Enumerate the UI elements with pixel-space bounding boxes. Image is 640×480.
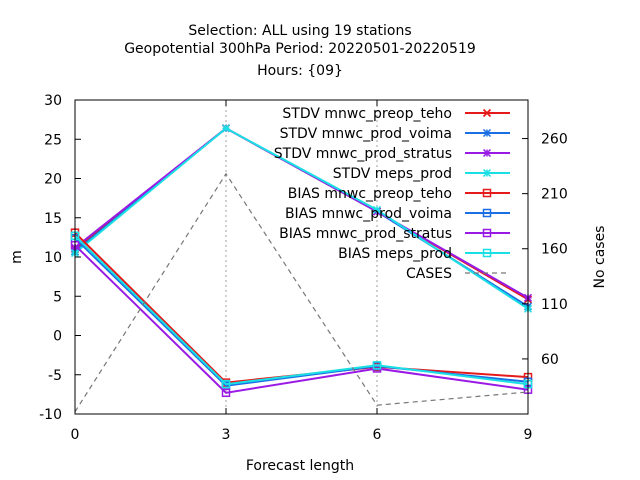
legend-item: BIAS meps_prod <box>338 246 510 262</box>
legend-marker <box>482 188 492 198</box>
y-tick-label: -5 <box>48 368 62 384</box>
y-axis-label: m <box>9 250 25 264</box>
y-tick-label: 20 <box>44 172 62 188</box>
legend-marker <box>482 128 492 138</box>
y2-axis-label: No cases <box>592 226 608 289</box>
title-line-3: Hours: {09} <box>257 63 343 79</box>
legend-item: STDV meps_prod <box>333 166 510 182</box>
y-tick-label: 25 <box>44 132 62 148</box>
y-tick-label: 10 <box>44 250 62 266</box>
y-tick-label: 30 <box>44 93 62 109</box>
y-tick-label: -10 <box>39 407 62 423</box>
series-layer <box>70 124 533 413</box>
plot-frame <box>74 99 529 415</box>
y2-axis-ticks: 60 110 160 210 260 <box>522 132 568 368</box>
title-line-1: Selection: ALL using 19 stations <box>188 23 411 39</box>
title-line-2: Geopotential 300hPa Period: 20220501-202… <box>124 41 476 57</box>
legend-item: STDV mnwc_prod_voima <box>280 126 510 142</box>
y2-tick-label: 110 <box>541 297 568 313</box>
legend-marker <box>482 168 492 178</box>
legend-item: STDV mnwc_prod_stratus <box>274 146 510 162</box>
y-tick-label: 15 <box>44 211 62 227</box>
legend-label: BIAS mnwc_preop_teho <box>288 186 452 202</box>
legend-marker <box>482 248 492 258</box>
legend-item: BIAS mnwc_preop_teho <box>288 186 510 202</box>
legend-item: CASES <box>406 266 510 282</box>
series-line <box>74 172 529 413</box>
series-line <box>74 127 529 310</box>
y2-tick-label: 60 <box>541 352 559 368</box>
legend-label: BIAS mnwc_prod_voima <box>285 206 452 222</box>
x-tick-label: 0 <box>71 427 80 443</box>
legend-label: CASES <box>406 266 452 282</box>
data-point <box>372 361 382 370</box>
legend: STDV mnwc_preop_teho STDV mnwc_prod_voima… <box>274 106 510 282</box>
legend-label: STDV meps_prod <box>333 166 452 182</box>
series-4 <box>70 228 533 387</box>
legend-label: STDV mnwc_preop_teho <box>282 106 452 122</box>
y2-tick-label: 210 <box>541 187 568 203</box>
legend-marker <box>482 208 492 218</box>
y-tick-label: 5 <box>53 289 62 305</box>
data-point <box>221 379 231 389</box>
series-8 <box>74 172 529 413</box>
y-tick-label: 0 <box>53 329 62 345</box>
data-point <box>221 124 231 133</box>
x-axis-label: Forecast length <box>246 458 354 474</box>
legend-item: BIAS mnwc_prod_voima <box>285 206 510 222</box>
y2-tick-label: 160 <box>541 242 568 258</box>
x-tick-label: 3 <box>222 427 231 443</box>
legend-label: BIAS meps_prod <box>338 246 452 262</box>
series-7 <box>70 231 533 389</box>
x-tick-label: 6 <box>373 427 382 443</box>
series-5 <box>70 233 533 390</box>
series-line <box>74 231 529 384</box>
legend-marker <box>482 148 492 158</box>
y-axis-ticks: -10 -5 0 5 10 15 20 25 30 <box>39 93 81 423</box>
legend-label: BIAS mnwc_prod_stratus <box>279 226 452 242</box>
data-point <box>372 205 382 214</box>
legend-item: STDV mnwc_preop_teho <box>282 106 510 122</box>
legend-marker <box>482 108 492 118</box>
series-line <box>74 244 529 394</box>
y2-tick-label: 260 <box>541 132 568 148</box>
legend-label: STDV mnwc_prod_voima <box>280 126 452 142</box>
legend-item: BIAS mnwc_prod_stratus <box>279 226 510 242</box>
x-tick-label: 9 <box>524 427 533 443</box>
series-line <box>74 235 529 386</box>
legend-label: STDV mnwc_prod_stratus <box>274 146 452 162</box>
data-point <box>221 388 231 398</box>
legend-marker <box>482 228 492 238</box>
